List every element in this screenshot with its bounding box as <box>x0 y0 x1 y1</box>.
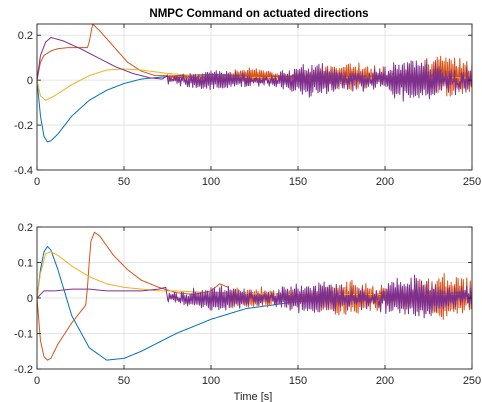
x-tick-label: 250 <box>463 176 481 188</box>
x-tick-label: 200 <box>376 176 394 188</box>
plot-area <box>37 231 472 361</box>
x-tick-label: 100 <box>202 176 220 188</box>
series-line <box>37 274 472 319</box>
bottom-axes: Time [s] 0 50 100 150 200 250 -0.2 -0.1 0 0.1 0.2 <box>14 222 481 402</box>
series-line <box>37 36 472 102</box>
y-tick-label: -0.2 <box>14 364 33 376</box>
y-tick-label: -0.2 <box>14 120 33 132</box>
bottom-x-axis-label: Time [s] <box>234 391 273 402</box>
x-tick-label: 100 <box>202 375 220 387</box>
y-tick-label: 0.2 <box>18 30 33 42</box>
y-tick-label: 0.1 <box>18 258 33 270</box>
x-tick-label: 150 <box>289 176 307 188</box>
top-axes: NMPC Command on actuated directions 0 50 1… <box>14 8 481 188</box>
y-tick-label: 0 <box>27 293 33 305</box>
x-tick-label: 50 <box>118 176 130 188</box>
x-tick-label: 50 <box>118 375 130 387</box>
x-tick-label: 200 <box>376 375 394 387</box>
top-chart-title: NMPC Command on actuated directions <box>149 8 368 20</box>
x-tick-label: 0 <box>34 375 40 387</box>
y-tick-label: -0.4 <box>14 165 33 177</box>
axes-frame <box>36 23 473 171</box>
x-tick-label: 150 <box>289 375 307 387</box>
axes-background <box>37 24 472 170</box>
x-tick-label: 250 <box>463 375 481 387</box>
y-tick-label: 0.2 <box>18 222 33 234</box>
plot-area <box>37 24 472 143</box>
y-tick-label: -0.1 <box>14 329 33 341</box>
y-tick-label: 0 <box>27 75 33 87</box>
x-tick-label: 0 <box>34 176 40 188</box>
